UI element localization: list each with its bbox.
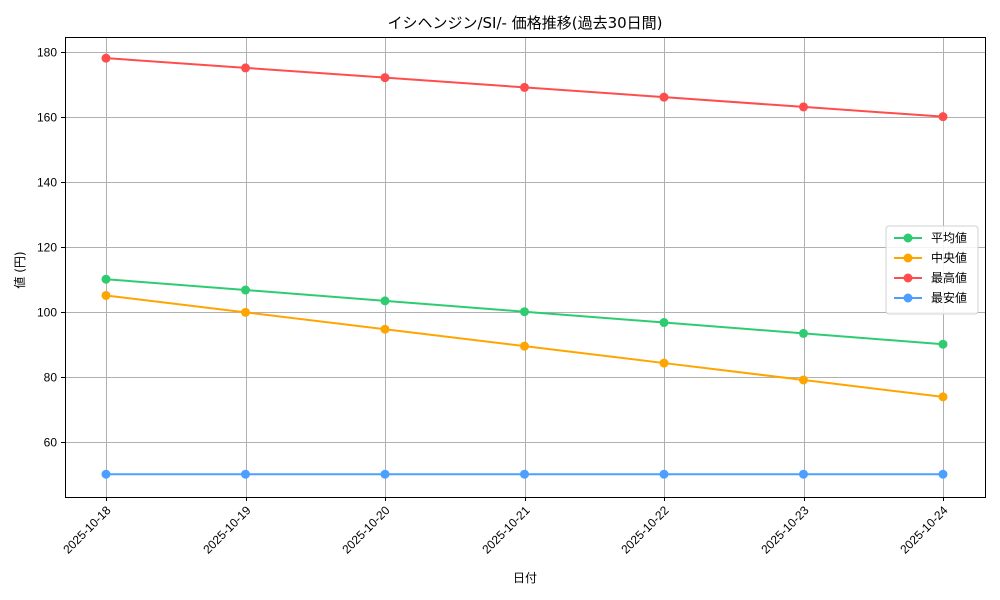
x-tick-label: 2025-10-23 bbox=[758, 503, 812, 557]
y-tick-label: 140 bbox=[37, 176, 57, 190]
legend-marker-icon bbox=[903, 253, 913, 263]
data-point bbox=[101, 274, 111, 284]
data-point bbox=[520, 82, 529, 92]
data-point bbox=[380, 73, 390, 83]
data-point bbox=[938, 112, 948, 122]
legend-label: 最安値 bbox=[931, 290, 967, 305]
legend-box bbox=[885, 225, 979, 315]
series-layer bbox=[101, 53, 948, 479]
legend-label: 平均値 bbox=[931, 230, 967, 245]
legend-marker-icon bbox=[903, 293, 913, 303]
x-tick-label: 2025-10-20 bbox=[339, 503, 393, 557]
data-point bbox=[799, 328, 808, 338]
legend-marker-icon bbox=[903, 233, 913, 243]
data-point bbox=[938, 469, 948, 479]
data-point bbox=[241, 307, 250, 317]
x-tick-label: 2025-10-22 bbox=[618, 503, 672, 557]
x-tick-label: 2025-10-19 bbox=[200, 503, 254, 557]
y-tick-label: 80 bbox=[44, 371, 58, 385]
y-axis-ticks: 60 80 100 120 140 160 180 bbox=[37, 46, 65, 450]
data-point bbox=[659, 92, 669, 102]
y-tick-label: 120 bbox=[37, 241, 57, 255]
data-point bbox=[380, 324, 390, 334]
x-tick-label: 2025-10-18 bbox=[60, 503, 114, 557]
y-tick-label: 100 bbox=[37, 306, 57, 320]
legend-label: 最高値 bbox=[931, 270, 967, 285]
data-point bbox=[520, 307, 529, 317]
y-axis-label: 値 (円) bbox=[12, 251, 27, 288]
data-point bbox=[799, 375, 808, 385]
data-point bbox=[241, 63, 250, 73]
chart-title: イシヘンジン/SI/- 価格推移(過去30日間) bbox=[387, 14, 662, 32]
x-tick-label: 2025-10-21 bbox=[479, 503, 533, 557]
data-point bbox=[659, 358, 669, 368]
data-point bbox=[799, 469, 808, 479]
x-tick-label: 2025-10-24 bbox=[897, 503, 951, 557]
series-平均値 bbox=[101, 274, 948, 349]
legend-marker-icon bbox=[903, 273, 913, 283]
data-point bbox=[938, 339, 948, 349]
legend-item: 最高値 bbox=[894, 270, 967, 285]
data-point bbox=[380, 296, 390, 306]
legend-item: 中央値 bbox=[894, 250, 967, 265]
data-point bbox=[380, 469, 390, 479]
data-point bbox=[799, 102, 808, 112]
y-tick-label: 60 bbox=[44, 436, 58, 450]
data-point bbox=[938, 392, 948, 402]
y-tick-label: 160 bbox=[37, 111, 57, 125]
legend-item: 平均値 bbox=[894, 230, 967, 245]
data-point bbox=[520, 469, 529, 479]
data-point bbox=[101, 53, 111, 63]
legend-item: 最安値 bbox=[894, 290, 967, 305]
data-point bbox=[101, 290, 111, 300]
data-point bbox=[241, 285, 250, 295]
data-point bbox=[241, 469, 250, 479]
x-axis-ticks: 2025-10-18 2025-10-19 2025-10-20 2025-10-21… bbox=[60, 497, 951, 557]
y-tick-label: 180 bbox=[37, 46, 57, 60]
data-point bbox=[520, 341, 529, 351]
data-point bbox=[101, 469, 111, 479]
series-最高値 bbox=[101, 53, 948, 122]
grid-lines bbox=[65, 37, 985, 497]
x-axis-label: 日付 bbox=[513, 571, 537, 585]
data-point bbox=[659, 318, 669, 328]
data-point bbox=[659, 469, 669, 479]
series-最安値 bbox=[101, 469, 948, 479]
series-中央値 bbox=[101, 290, 948, 402]
legend-label: 中央値 bbox=[931, 250, 967, 265]
